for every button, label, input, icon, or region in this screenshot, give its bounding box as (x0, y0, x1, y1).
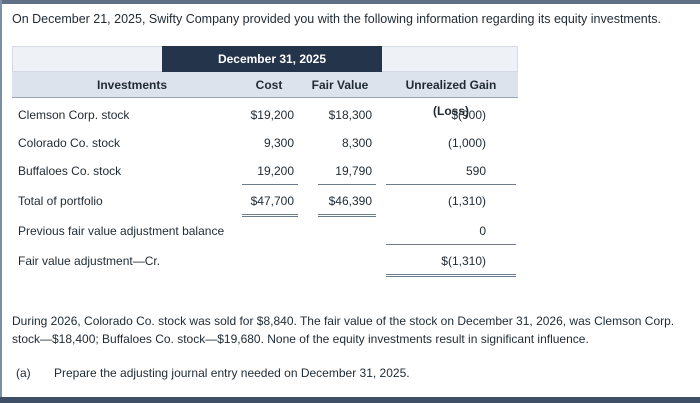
previous-balance-rule (386, 244, 516, 245)
bottom-border (0, 397, 700, 403)
adjustment-label: Fair value adjustment—Cr. (18, 254, 161, 268)
col-header-investments: Investments (96, 78, 168, 92)
row-gain-loss: (1,000) (447, 136, 486, 150)
adjustment-double-rule (386, 274, 516, 277)
fair-value-total-double-rule (318, 214, 376, 217)
cost-subtotal-rule (242, 184, 298, 185)
previous-balance-value: 0 (479, 224, 486, 238)
total-cost: $47,700 (250, 194, 294, 208)
total-label: Total of portfolio (18, 194, 103, 208)
row-gain-loss: 590 (465, 164, 486, 178)
total-gain-loss: (1,310) (447, 194, 486, 208)
previous-balance-label: Previous fair value adjustment balance (18, 224, 225, 238)
row-cost: 9,300 (263, 136, 294, 150)
column-header-band (12, 72, 518, 98)
part-a-text: Prepare the adjusting journal entry need… (54, 366, 410, 380)
col-header-cost: Cost (255, 78, 283, 92)
top-border (0, 0, 700, 4)
row-fair-value: 19,790 (335, 164, 372, 178)
intro-text: On December 21, 2025, Swifty Company pro… (12, 12, 661, 26)
part-a: (a) Prepare the adjusting journal entry n… (16, 366, 410, 380)
scenario-paragraph: During 2026, Colorado Co. stock was sold… (12, 314, 675, 346)
row-label: Colorado Co. stock (18, 136, 121, 150)
total-fair-value: $46,390 (328, 194, 372, 208)
date-header: December 31, 2025 (162, 46, 382, 72)
row-fair-value: 8,300 (341, 136, 372, 150)
adjustment-value: $(1,310) (441, 254, 486, 268)
row-fair-value: $18,300 (328, 108, 372, 122)
row-cost: 19,200 (257, 164, 294, 178)
row-gain-loss: $(900) (451, 108, 486, 122)
col-header-fair-value: Fair Value (311, 78, 369, 92)
row-label: Buffaloes Co. stock (18, 164, 122, 178)
gain-loss-subtotal-rule (386, 184, 516, 185)
row-label: Clemson Corp. stock (18, 108, 130, 122)
fair-value-subtotal-rule (318, 184, 376, 185)
cost-total-double-rule (242, 214, 298, 217)
left-border (0, 0, 2, 403)
row-cost: $19,200 (250, 108, 294, 122)
part-a-tag: (a) (16, 366, 31, 380)
col-header-gain-loss: Unrealized Gain (Loss) (405, 78, 497, 118)
